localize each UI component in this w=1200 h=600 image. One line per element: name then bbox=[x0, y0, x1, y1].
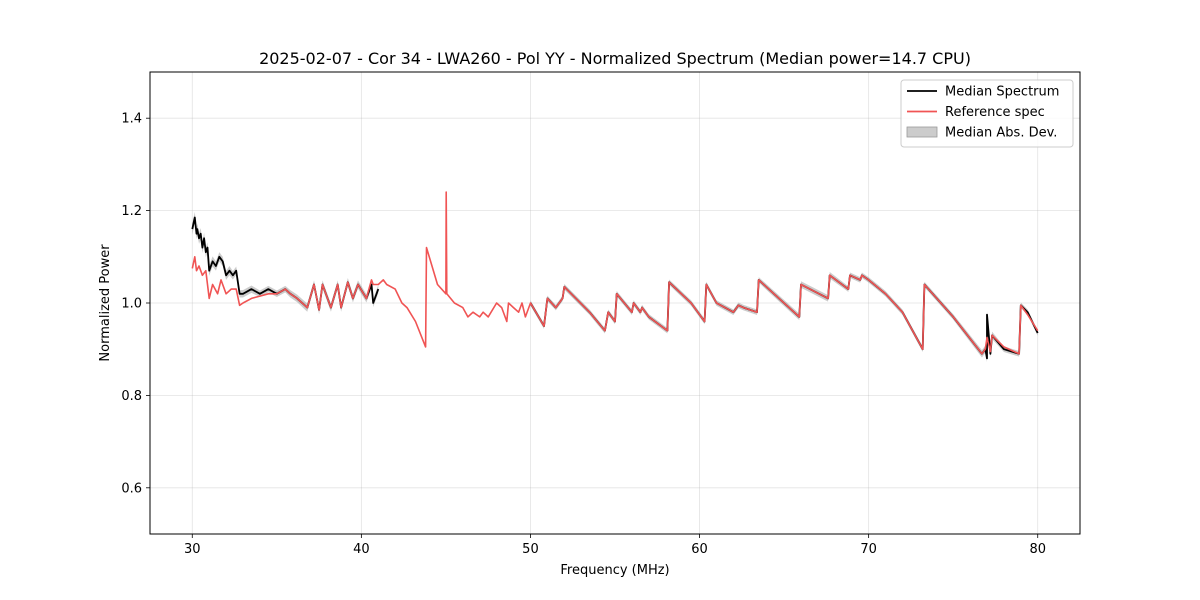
reference-spec-line bbox=[191, 191, 1039, 355]
x-tick-label: 80 bbox=[1029, 542, 1046, 557]
legend: Median Spectrum Reference spec Median Ab… bbox=[900, 79, 1074, 148]
legend-box bbox=[900, 79, 1074, 148]
y-tick-label: 1.4 bbox=[121, 112, 142, 127]
y-tick-label: 0.6 bbox=[121, 481, 142, 496]
axis-ticks: 30 40 50 60 70 80 0.6 0.8 1.0 1.2 1.4 bbox=[121, 112, 1046, 557]
x-axis-label: Frequency (MHz) bbox=[560, 563, 669, 578]
y-tick-label: 1.2 bbox=[121, 204, 142, 219]
x-tick-label: 60 bbox=[691, 542, 708, 557]
x-tick-label: 50 bbox=[522, 542, 539, 557]
chart-title: 2025-02-07 - Cor 34 - LWA260 - Pol YY - … bbox=[259, 49, 971, 68]
y-tick-label: 1.0 bbox=[121, 297, 142, 312]
series-layer bbox=[191, 191, 1039, 360]
legend-label-median: Median Spectrum bbox=[945, 85, 1059, 100]
legend-label-reference: Reference spec bbox=[945, 105, 1045, 120]
x-tick-label: 40 bbox=[353, 542, 370, 557]
x-tick-label: 30 bbox=[184, 542, 201, 557]
legend-swatch-mad bbox=[906, 126, 938, 138]
legend-label-mad: Median Abs. Dev. bbox=[945, 126, 1057, 141]
y-tick-label: 0.8 bbox=[121, 389, 142, 404]
y-axis-label: Normalized Power bbox=[98, 244, 113, 362]
x-tick-label: 70 bbox=[860, 542, 877, 557]
